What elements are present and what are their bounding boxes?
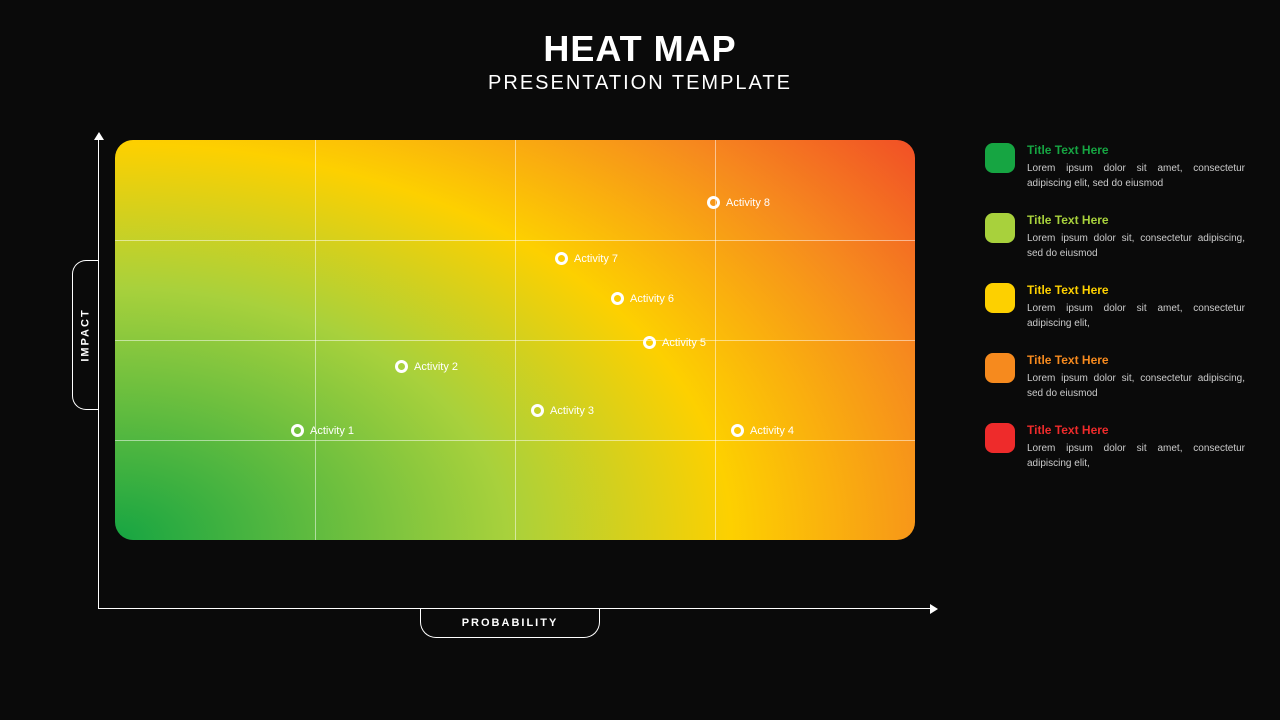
activity-point: Activity 6 [611, 292, 674, 305]
activity-point: Activity 5 [643, 336, 706, 349]
legend-title: Title Text Here [1027, 143, 1245, 157]
activity-point: Activity 4 [731, 424, 794, 437]
legend: Title Text Here Lorem ipsum dolor sit ame… [985, 143, 1245, 493]
legend-title: Title Text Here [1027, 213, 1245, 227]
legend-swatch [985, 213, 1015, 243]
activity-marker-icon [731, 424, 744, 437]
activity-point: Activity 7 [555, 252, 618, 265]
legend-swatch [985, 423, 1015, 453]
legend-text: Title Text Here Lorem ipsum dolor sit ame… [1027, 283, 1245, 331]
legend-item: Title Text Here Lorem ipsum dolor sit, co… [985, 213, 1245, 261]
legend-text: Title Text Here Lorem ipsum dolor sit ame… [1027, 423, 1245, 471]
x-axis-label-box: PROBABILITY [420, 608, 600, 638]
y-axis-arrow-icon [94, 132, 104, 140]
page-title: HEAT MAP [0, 28, 1280, 70]
activity-label: Activity 5 [662, 337, 706, 349]
legend-swatch [985, 143, 1015, 173]
activity-marker-icon [395, 360, 408, 373]
legend-description: Lorem ipsum dolor sit, consectetur adipi… [1027, 371, 1245, 401]
legend-description: Lorem ipsum dolor sit amet, consectetur … [1027, 161, 1245, 191]
y-axis-label-box: IMPACT [72, 260, 98, 410]
activity-marker-icon [291, 424, 304, 437]
x-axis-arrow-icon [930, 604, 938, 614]
legend-description: Lorem ipsum dolor sit amet, consectetur … [1027, 301, 1245, 331]
legend-text: Title Text Here Lorem ipsum dolor sit ame… [1027, 143, 1245, 191]
y-axis [98, 138, 99, 608]
activity-label: Activity 3 [550, 405, 594, 417]
page-subtitle: PRESENTATION TEMPLATE [0, 72, 1280, 95]
activity-label: Activity 7 [574, 253, 618, 265]
legend-swatch [985, 353, 1015, 383]
legend-description: Lorem ipsum dolor sit, consectetur adipi… [1027, 231, 1245, 261]
legend-description: Lorem ipsum dolor sit amet, consectetur … [1027, 441, 1245, 471]
activity-marker-icon [643, 336, 656, 349]
activity-marker-icon [555, 252, 568, 265]
activity-label: Activity 8 [726, 197, 770, 209]
x-axis-label: PROBABILITY [462, 617, 559, 629]
grid-line-horizontal [115, 340, 915, 341]
legend-text: Title Text Here Lorem ipsum dolor sit, co… [1027, 213, 1245, 261]
grid-line-horizontal [115, 240, 915, 241]
legend-swatch [985, 283, 1015, 313]
legend-title: Title Text Here [1027, 283, 1245, 297]
activity-label: Activity 6 [630, 293, 674, 305]
heatmap-area: Activity 1 Activity 2 Activity 3 Activity 4… [115, 140, 915, 540]
activity-marker-icon [707, 196, 720, 209]
header: HEAT MAP PRESENTATION TEMPLATE [0, 0, 1280, 95]
activity-point: Activity 1 [291, 424, 354, 437]
grid-line-horizontal [115, 440, 915, 441]
legend-text: Title Text Here Lorem ipsum dolor sit, co… [1027, 353, 1245, 401]
activity-label: Activity 2 [414, 361, 458, 373]
activity-point: Activity 3 [531, 404, 594, 417]
activity-marker-icon [531, 404, 544, 417]
activity-point: Activity 8 [707, 196, 770, 209]
activity-point: Activity 2 [395, 360, 458, 373]
legend-title: Title Text Here [1027, 423, 1245, 437]
activity-label: Activity 1 [310, 425, 354, 437]
legend-item: Title Text Here Lorem ipsum dolor sit, co… [985, 353, 1245, 401]
chart-container: IMPACT PROBABILITY Activity 1Activity 2A… [60, 140, 960, 640]
activity-marker-icon [611, 292, 624, 305]
legend-item: Title Text Here Lorem ipsum dolor sit ame… [985, 143, 1245, 191]
main-content: IMPACT PROBABILITY Activity 1Activity 2A… [60, 140, 960, 640]
activity-label: Activity 4 [750, 425, 794, 437]
legend-item: Title Text Here Lorem ipsum dolor sit ame… [985, 423, 1245, 471]
legend-item: Title Text Here Lorem ipsum dolor sit ame… [985, 283, 1245, 331]
y-axis-label: IMPACT [80, 308, 92, 361]
legend-title: Title Text Here [1027, 353, 1245, 367]
